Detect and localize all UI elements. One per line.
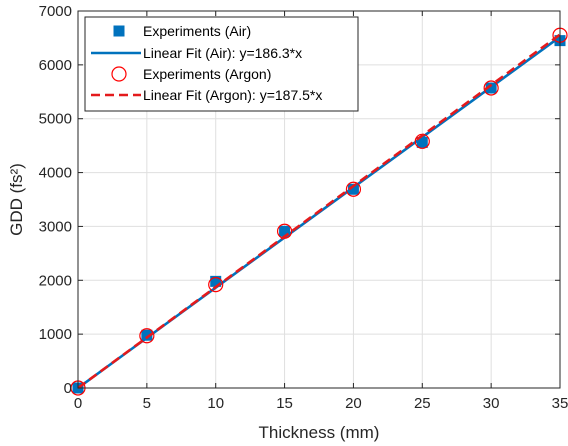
argon-fit-line (77, 33, 561, 390)
y-tick-label: 3000 (39, 218, 72, 235)
x-tick-label: 10 (207, 395, 224, 412)
legend-circle-marker (111, 66, 127, 82)
argon-data-point (483, 80, 499, 96)
ticks: 0 5 10 15 20 25 30 35 0 1000 2000 3000 4000 5000 6000 7… (39, 3, 568, 412)
y-tick-label: 7000 (39, 3, 72, 20)
y-tick-label: 1000 (39, 326, 72, 343)
x-tick-label: 15 (276, 395, 293, 412)
y-tick-label: 0 (64, 380, 72, 397)
argon-data-point (139, 328, 155, 344)
x-axis-label: Thickness (mm) (259, 423, 380, 442)
plot-frame (77, 10, 561, 389)
y-tick-label: 2000 (39, 272, 72, 289)
x-tick-label: 0 (74, 395, 82, 412)
legend-square-marker (113, 25, 125, 37)
y-tick-label: 6000 (39, 57, 72, 74)
legend-box (84, 16, 359, 112)
legend-entry-label: Experiments (Argon) (143, 66, 271, 82)
argon-data-point (208, 276, 224, 293)
argon-data-point (345, 181, 362, 197)
air-data-point (416, 136, 428, 148)
y-tick-label: 4000 (39, 165, 72, 182)
air-data-point (347, 183, 359, 195)
legend-entry-label: Experiments (Air) (143, 23, 251, 39)
legend: Experiments (Air) Linear Fit (Air): y=186… (84, 16, 359, 112)
legend-entry-label: Linear Fit (Argon): y=187.5*x (143, 87, 322, 103)
x-tick-label: 35 (552, 395, 568, 412)
y-tick-label: 5000 (39, 111, 72, 128)
x-tick-label: 30 (483, 395, 500, 412)
air-data-point (210, 275, 222, 287)
air-data-point (279, 225, 291, 237)
x-tick-label: 20 (345, 395, 362, 412)
x-tick-label: 25 (414, 395, 431, 412)
argon-data-point (276, 223, 293, 239)
legend-entry-label: Linear Fit (Air): y=186.3*x (143, 45, 302, 61)
x-tick-label: 5 (143, 395, 151, 412)
air-data-point (141, 329, 153, 341)
y-axis-label: GDD (fs²) (7, 163, 26, 236)
